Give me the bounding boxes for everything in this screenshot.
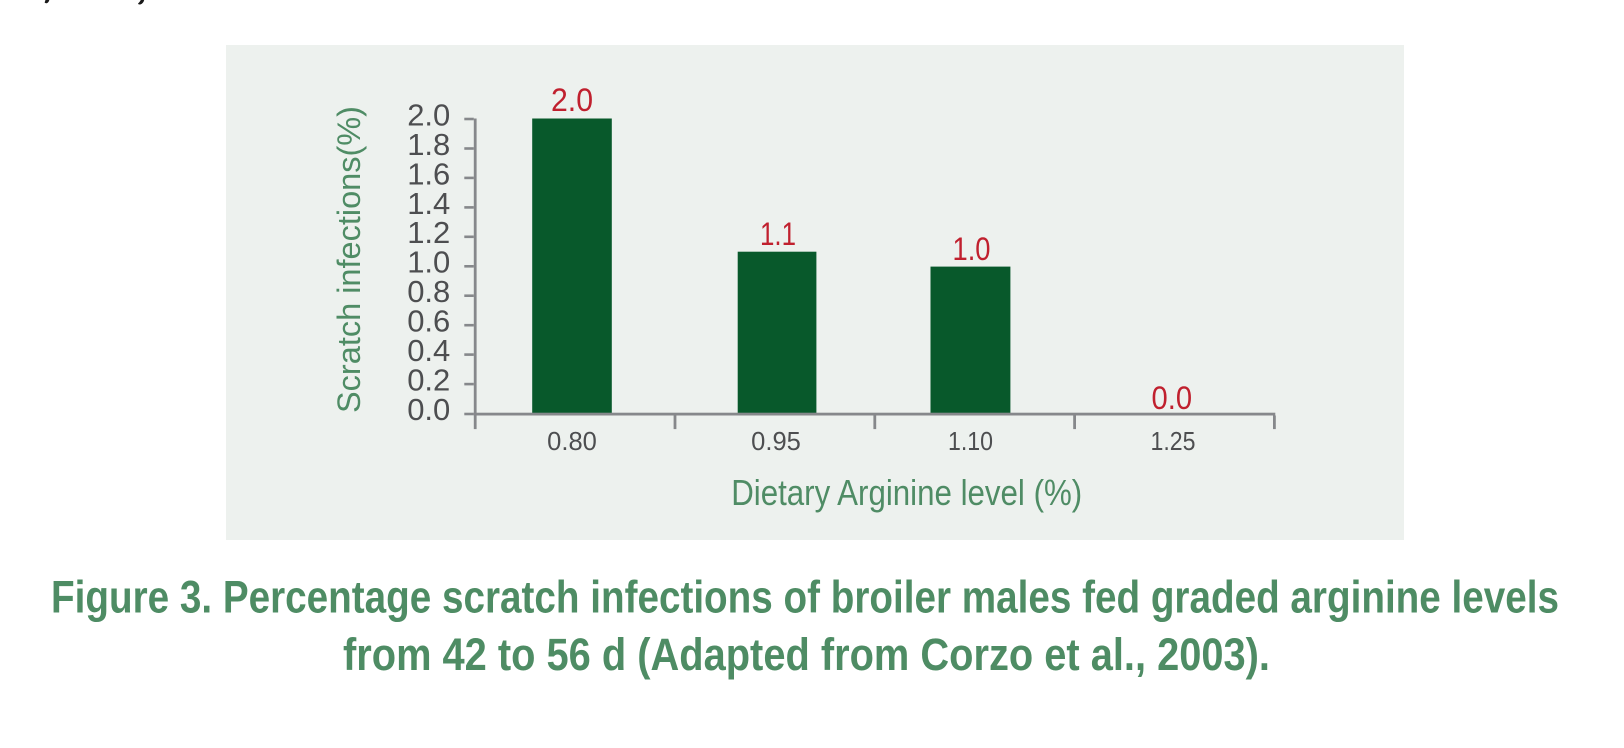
svg-text:0.95: 0.95 (751, 428, 801, 456)
svg-text:0.0: 0.0 (407, 392, 450, 427)
svg-text:0.6: 0.6 (407, 304, 450, 339)
svg-text:1.0: 1.0 (953, 231, 991, 267)
svg-text:1.1: 1.1 (760, 216, 796, 252)
svg-text:Scratch infections(%): Scratch infections(%) (331, 106, 367, 413)
svg-text:1.0: 1.0 (407, 245, 450, 280)
svg-text:1.2: 1.2 (407, 215, 450, 250)
svg-text:0.2: 0.2 (407, 363, 450, 398)
svg-text:1.8: 1.8 (407, 127, 450, 162)
svg-text:0.0: 0.0 (1152, 380, 1193, 416)
svg-text:from 42 to 56 d (Adapted from: from 42 to 56 d (Adapted from Corzo et a… (343, 629, 1270, 680)
svg-text:0.80: 0.80 (547, 428, 597, 456)
svg-text:2.0: 2.0 (551, 82, 593, 118)
svg-text:1.10: 1.10 (948, 428, 993, 456)
svg-text:Figure 3. Percentage scratch i: Figure 3. Percentage scratch infections … (51, 571, 1559, 622)
svg-text:1.4: 1.4 (407, 186, 450, 221)
svg-text:2.0: 2.0 (407, 97, 450, 132)
svg-text:0.4: 0.4 (407, 333, 450, 368)
svg-text:0.8: 0.8 (407, 274, 450, 309)
svg-text:1.25: 1.25 (1151, 428, 1196, 456)
svg-text:1.6: 1.6 (407, 156, 450, 191)
svg-text:Dietary Arginine level (%): Dietary Arginine level (%) (731, 472, 1082, 513)
